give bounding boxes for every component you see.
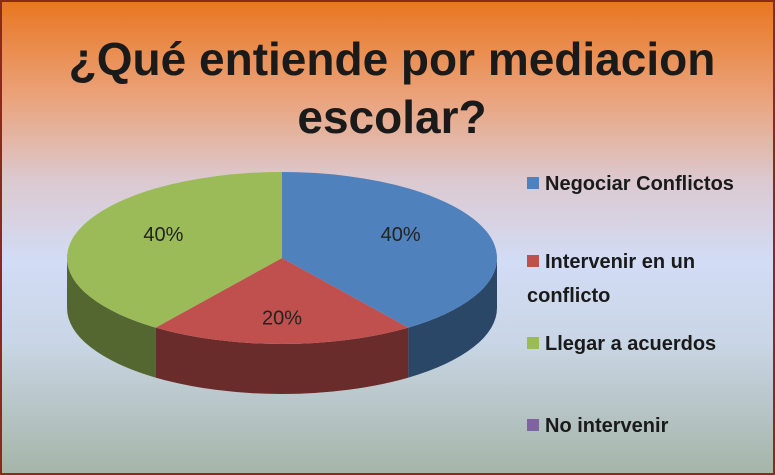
legend-item: No intervenir	[527, 409, 762, 443]
legend-label: Llegar a acuerdos	[545, 333, 717, 355]
chart-title: ¿Qué entiende por mediacion escolar?	[68, 33, 716, 143]
legend-swatch	[527, 419, 539, 431]
legend-label: No intervenir	[545, 415, 669, 437]
slice-side	[408, 258, 497, 378]
data-label: 40%	[381, 224, 421, 246]
legend-swatch	[527, 337, 539, 349]
slice-side	[67, 258, 156, 378]
slice	[66, 172, 282, 328]
slice-side	[155, 327, 409, 394]
legend-item: Negociar Conflictos	[527, 167, 762, 201]
legend-label: Negociar Conflictos	[545, 173, 734, 195]
data-label: 40%	[143, 224, 183, 246]
legend-item: Llegar a acuerdos	[527, 327, 762, 361]
slice	[282, 172, 498, 328]
legend-swatch	[527, 255, 539, 267]
data-label: 20%	[262, 308, 302, 330]
legend-item: Intervenir en un conflicto	[527, 245, 762, 313]
legend-swatch	[527, 177, 539, 189]
slice	[155, 258, 409, 345]
legend-label: Intervenir en un conflicto	[527, 251, 696, 307]
